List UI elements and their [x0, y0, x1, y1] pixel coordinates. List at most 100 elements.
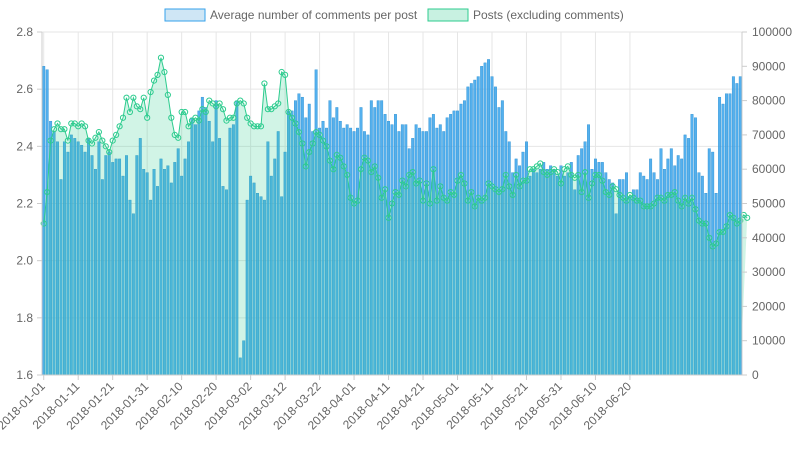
point-comments	[402, 183, 409, 190]
point-comments	[454, 177, 461, 184]
point-comments	[444, 197, 451, 204]
point-comments	[40, 220, 47, 227]
point-comments	[61, 126, 68, 133]
point-comments	[323, 143, 330, 150]
chart-legend: Average number of comments per post Post…	[164, 8, 624, 22]
y-right-tick-label: 20000	[752, 299, 786, 313]
point-comments	[319, 137, 327, 144]
point-comments	[240, 100, 247, 107]
point-comments	[257, 123, 265, 130]
point-comments	[623, 197, 630, 204]
point-comments	[47, 137, 54, 144]
point-comments	[719, 228, 727, 236]
point-comments	[502, 171, 509, 179]
point-comments	[378, 194, 385, 201]
point-comments	[613, 186, 620, 193]
point-comments	[219, 106, 227, 113]
point-comments	[195, 117, 202, 124]
point-comments	[161, 68, 168, 76]
point-comments	[285, 108, 292, 116]
point-comments	[706, 234, 713, 241]
point-comments	[364, 157, 371, 164]
point-comments	[723, 223, 730, 230]
point-comments	[730, 214, 737, 221]
point-comments	[633, 197, 640, 204]
y-right-tick-label: 50000	[752, 197, 786, 211]
point-comments	[395, 191, 402, 199]
point-comments	[471, 203, 478, 210]
point-comments	[713, 240, 720, 247]
point-comments	[650, 200, 658, 207]
point-comments	[423, 180, 430, 187]
point-comments	[437, 183, 444, 190]
y-left-tick-label: 2.8	[16, 25, 33, 39]
point-comments	[88, 140, 96, 147]
point-comments	[254, 123, 261, 130]
point-comments	[126, 108, 134, 116]
y-right-tick-label: 60000	[752, 162, 786, 176]
point-comments	[347, 194, 354, 201]
y-left-tick-label: 2.0	[16, 254, 33, 268]
legend-label-comments: Average number of comments per post	[210, 8, 418, 22]
point-comments	[468, 188, 475, 196]
point-comments	[688, 194, 696, 201]
point-comments	[340, 163, 347, 170]
point-comments	[302, 163, 309, 170]
point-comments	[644, 203, 651, 210]
point-comments	[157, 54, 165, 61]
point-comments	[288, 114, 296, 121]
point-comments	[519, 177, 527, 184]
point-comments	[457, 171, 465, 179]
point-comments	[109, 137, 116, 144]
y-left-tick-label: 2.4	[16, 139, 33, 153]
point-comments	[95, 128, 102, 136]
point-comments	[154, 71, 161, 78]
y-right-tick-label: 10000	[752, 334, 786, 348]
point-comments	[482, 194, 489, 201]
point-comments	[592, 171, 599, 179]
legend-swatch-posts	[427, 8, 469, 22]
y-right-tick-label: 30000	[752, 265, 786, 279]
point-comments	[330, 166, 337, 173]
y-right-tick-label: 70000	[752, 128, 786, 142]
legend-item-comments[interactable]: Average number of comments per post	[164, 8, 418, 22]
point-comments	[464, 197, 471, 204]
y-right-tick-label: 0	[752, 368, 759, 382]
point-comments	[295, 128, 302, 136]
point-comments	[606, 191, 613, 199]
point-comments	[678, 203, 685, 210]
point-comments	[523, 177, 530, 184]
point-comments	[526, 166, 534, 173]
point-comments	[202, 108, 209, 116]
point-comments	[716, 228, 723, 236]
point-comments	[375, 174, 382, 181]
point-comments	[178, 108, 185, 116]
point-comments	[306, 148, 313, 156]
point-comments	[185, 123, 192, 130]
point-comments	[516, 183, 523, 190]
point-comments	[537, 160, 544, 167]
point-comments	[702, 220, 709, 227]
point-comments	[388, 200, 396, 207]
y-right-tick-label: 80000	[752, 94, 786, 108]
point-comments	[82, 123, 89, 130]
point-comments	[450, 191, 458, 199]
point-comments	[557, 180, 565, 187]
point-comments	[671, 188, 678, 196]
legend-item-posts[interactable]: Posts (excluding comments)	[427, 8, 624, 22]
point-comments	[699, 220, 706, 227]
point-comments	[144, 114, 151, 121]
point-comments	[682, 194, 689, 201]
point-comments	[461, 180, 468, 187]
point-comments	[382, 186, 389, 193]
point-comments	[316, 131, 323, 138]
y-right-tick-label: 100000	[752, 25, 792, 39]
point-comments	[433, 197, 440, 204]
point-comments	[499, 186, 506, 193]
point-comments	[692, 206, 699, 213]
point-comments	[150, 77, 158, 84]
legend-label-posts: Posts (excluding comments)	[473, 8, 624, 22]
y-left-tick-label: 1.6	[16, 368, 33, 382]
point-comments	[44, 188, 51, 196]
y-left-tick-label: 2.6	[16, 82, 33, 96]
